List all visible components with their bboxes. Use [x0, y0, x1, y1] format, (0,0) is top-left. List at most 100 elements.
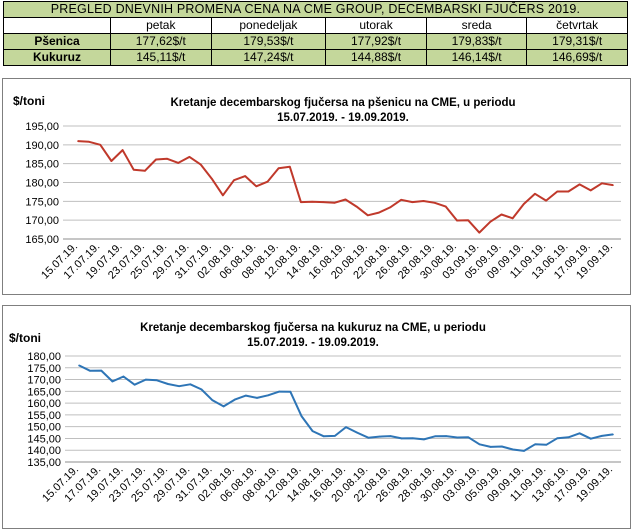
- data-point: [211, 399, 214, 402]
- data-point: [110, 160, 113, 162]
- data-point: [210, 177, 213, 180]
- data-point: [456, 219, 458, 222]
- y-tick-label: 140,00: [27, 445, 61, 457]
- corn-row: Kukuruz 145,11$/t 147,24$/t 144,88$/t 14…: [3, 49, 628, 66]
- data-point: [433, 202, 436, 204]
- price-cell: 146,14$/t: [425, 49, 528, 66]
- data-point: [88, 141, 90, 143]
- day-header: ponedeljak: [210, 17, 327, 34]
- y-tick-label: 145,00: [27, 433, 61, 445]
- price-table-header-row: petak ponedeljak utorak sreda četvrtak: [3, 17, 628, 34]
- data-point: [389, 206, 391, 209]
- data-point: [534, 193, 536, 195]
- data-point: [589, 189, 592, 192]
- data-point: [489, 220, 492, 223]
- price-cell: 146,69$/t: [526, 49, 628, 66]
- y-axis-unit-label: $/toni: [13, 94, 45, 108]
- data-point: [545, 199, 547, 202]
- data-point: [478, 443, 481, 446]
- row-label-wheat: Pšenica: [3, 33, 111, 50]
- corn-chart-svg: $/toni Kretanje decembarskog fjučersa na…: [9, 322, 621, 505]
- data-point: [523, 450, 525, 452]
- data-point: [189, 383, 192, 386]
- price-table-title: PREGLED DNEVNIH PROMENA CENA NA CME GROU…: [3, 1, 628, 18]
- data-point: [456, 436, 459, 439]
- data-point: [345, 426, 347, 428]
- data-point: [378, 435, 381, 438]
- data-point: [199, 163, 202, 166]
- data-point: [300, 415, 303, 417]
- data-point: [467, 436, 470, 439]
- data-point: [256, 397, 258, 399]
- wheat-row: Pšenica 177,62$/t 179,53$/t 177,92$/t 17…: [3, 33, 628, 50]
- data-point: [177, 162, 180, 164]
- data-point: [612, 184, 614, 186]
- data-point: [77, 140, 79, 142]
- data-point: [89, 370, 91, 372]
- day-header: sreda: [425, 17, 528, 34]
- chart-title-line2: 15.07.2019. - 19.09.2019.: [247, 337, 379, 349]
- data-point: [545, 444, 548, 446]
- price-cell: 145,11$/t: [110, 49, 212, 66]
- y-tick-label: 190,00: [25, 140, 59, 152]
- data-point: [99, 144, 102, 146]
- wheat-chart-svg: $/toni Kretanje decembarskog fjučersa na…: [13, 94, 621, 282]
- data-point: [255, 185, 258, 188]
- y-axis-unit-label: $/toni: [9, 331, 41, 345]
- data-point: [277, 167, 280, 169]
- price-table: PREGLED DNEVNIH PROMENA CENA NA CME GROU…: [3, 1, 628, 66]
- empty-header-cell: [3, 17, 111, 34]
- data-point: [511, 217, 514, 220]
- data-point: [578, 432, 581, 435]
- data-point: [245, 394, 247, 397]
- data-point: [156, 379, 158, 382]
- data-point: [500, 445, 503, 448]
- y-tick-label: 170,00: [25, 215, 59, 227]
- data-point: [167, 383, 169, 385]
- data-point: [233, 179, 235, 182]
- data-point: [512, 448, 514, 451]
- data-point: [178, 385, 180, 387]
- data-point: [400, 199, 403, 201]
- data-point: [300, 201, 302, 203]
- data-point: [445, 435, 447, 437]
- data-point: [500, 213, 503, 216]
- chart-title-line1: Kretanje decembarskog fjučersa na pšenic…: [170, 97, 515, 109]
- corn-futures-chart: $/toni Kretanje decembarskog fjučersa na…: [2, 305, 631, 529]
- data-point: [267, 394, 269, 397]
- data-point: [100, 369, 103, 372]
- wheat-futures-chart: $/toni Kretanje decembarskog fjučersa na…: [2, 78, 631, 295]
- data-point: [311, 200, 313, 203]
- row-label-corn: Kukuruz: [3, 49, 111, 66]
- y-tick-label: 150,00: [27, 422, 61, 434]
- data-point: [378, 211, 380, 214]
- data-point: [344, 198, 347, 201]
- y-tick-label: 195,00: [25, 121, 59, 133]
- price-cell: 177,92$/t: [325, 33, 427, 50]
- data-point: [389, 435, 392, 437]
- price-cell: 177,62$/t: [110, 33, 212, 50]
- data-point: [200, 388, 203, 391]
- data-point: [333, 202, 336, 204]
- data-point: [567, 190, 570, 193]
- data-point: [144, 170, 146, 172]
- y-tick-label: 160,00: [27, 398, 61, 410]
- price-cell: 179,31$/t: [526, 33, 628, 50]
- chart-title-line2: 15.07.2019. - 19.09.2019.: [277, 112, 409, 124]
- data-point: [601, 435, 603, 437]
- data-point: [589, 437, 592, 440]
- data-point: [278, 390, 281, 393]
- data-point: [356, 431, 358, 434]
- price-cell: 179,83$/t: [425, 33, 528, 50]
- data-point: [411, 437, 414, 440]
- data-point: [233, 398, 236, 401]
- data-point: [111, 380, 114, 383]
- data-point: [467, 219, 469, 221]
- day-header: utorak: [325, 17, 427, 34]
- data-point: [411, 201, 414, 203]
- data-point: [601, 182, 603, 185]
- data-point: [534, 443, 536, 446]
- data-point: [132, 168, 135, 171]
- data-point: [334, 435, 336, 437]
- data-point: [155, 158, 157, 161]
